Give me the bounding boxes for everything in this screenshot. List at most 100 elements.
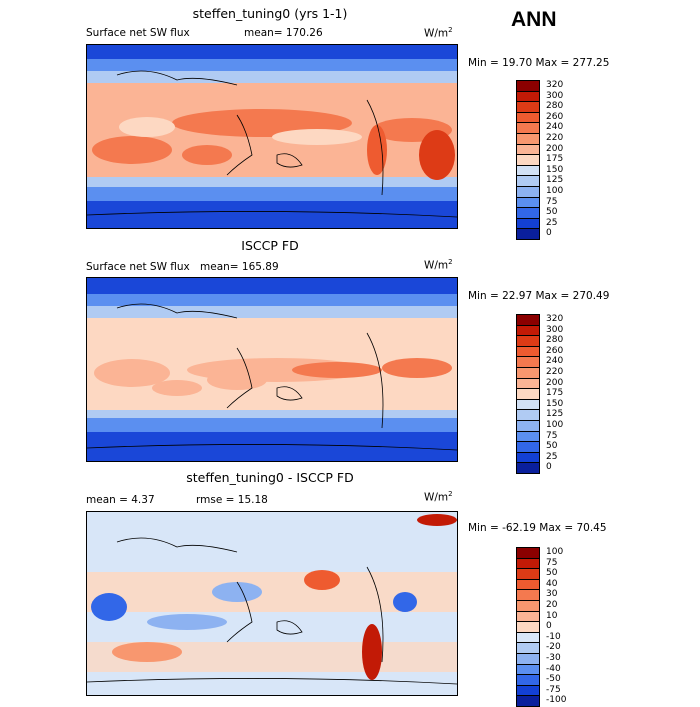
colorbar-swatch bbox=[516, 547, 540, 558]
panel2-min-max: Min = 22.97 Max = 270.49 bbox=[468, 290, 610, 302]
panel2-map bbox=[86, 277, 458, 462]
colorbar-swatch bbox=[516, 652, 540, 664]
colorbar-swatch bbox=[516, 398, 540, 410]
panel1-map-field bbox=[87, 45, 457, 228]
panel2-map-field bbox=[87, 278, 457, 461]
colorbar-swatch bbox=[516, 451, 540, 463]
colorbar-swatch bbox=[516, 663, 540, 675]
panel1-min-max: Min = 19.70 Max = 277.25 bbox=[468, 57, 610, 69]
season-label: ANN bbox=[511, 8, 557, 31]
colorbar-swatch bbox=[516, 695, 540, 707]
colorbar-level-label: 200 bbox=[546, 143, 564, 154]
panel1-title: steffen_tuning0 (yrs 1-1) bbox=[192, 6, 348, 21]
colorbar-swatch bbox=[516, 621, 540, 632]
colorbar-swatch bbox=[516, 684, 540, 696]
colorbar-swatch bbox=[516, 345, 540, 357]
panel1-field-label: Surface net SW flux bbox=[86, 27, 190, 39]
colorbar-level-label: 20 bbox=[546, 600, 558, 610]
colorbar-level-label: 175 bbox=[546, 154, 564, 165]
panel2-title: ISCCP FD bbox=[241, 238, 299, 253]
colorbar-swatch bbox=[516, 111, 540, 123]
colorbar-swatch bbox=[516, 462, 540, 474]
colorbar-level-label: 0 bbox=[546, 462, 552, 473]
colorbar-swatch bbox=[516, 335, 540, 346]
colorbar-level-label: 75 bbox=[546, 196, 558, 207]
panel3-mean-label: mean = 4.37 bbox=[86, 494, 155, 506]
colorbar-level-label: -40 bbox=[546, 663, 561, 674]
colorbar-swatch bbox=[516, 642, 540, 653]
colorbar-swatch bbox=[516, 610, 540, 622]
colorbar-swatch bbox=[516, 175, 540, 186]
colorbar-swatch bbox=[516, 217, 540, 229]
colorbar-level-label: 320 bbox=[546, 314, 564, 324]
colorbar-level-label: -50 bbox=[546, 674, 561, 685]
panel1-colorbar bbox=[516, 80, 540, 240]
colorbar-swatch bbox=[516, 196, 540, 208]
colorbar-level-label: 150 bbox=[546, 398, 564, 409]
colorbar-level-label: 200 bbox=[546, 377, 564, 388]
colorbar-swatch bbox=[516, 80, 540, 91]
panel3-map bbox=[86, 511, 458, 696]
colorbar-swatch bbox=[516, 356, 540, 367]
colorbar-swatch bbox=[516, 419, 540, 431]
colorbar-level-label: 100 bbox=[546, 186, 564, 196]
colorbar-level-label: 75 bbox=[546, 430, 558, 441]
colorbar-swatch bbox=[516, 122, 540, 133]
colorbar-swatch bbox=[516, 143, 540, 155]
colorbar-swatch bbox=[516, 228, 540, 240]
colorbar-level-label: 320 bbox=[546, 80, 564, 90]
panel3-colorbar bbox=[516, 547, 540, 707]
colorbar-level-label: 40 bbox=[546, 578, 558, 589]
colorbar-level-label: 280 bbox=[546, 335, 564, 346]
colorbar-swatch bbox=[516, 674, 540, 685]
colorbar-swatch bbox=[516, 314, 540, 325]
panel3-map-field bbox=[87, 512, 457, 695]
colorbar-swatch bbox=[516, 578, 540, 590]
colorbar-level-label: -100 bbox=[546, 695, 567, 706]
colorbar-swatch bbox=[516, 185, 540, 197]
colorbar-swatch bbox=[516, 568, 540, 579]
colorbar-swatch bbox=[516, 557, 540, 569]
colorbar-level-label: 240 bbox=[546, 356, 564, 367]
colorbar-level-label: 175 bbox=[546, 388, 564, 399]
panel2-unit: W/m2 bbox=[424, 258, 453, 272]
colorbar-level-label: 0 bbox=[546, 228, 552, 239]
colorbar-level-label: 220 bbox=[546, 133, 564, 143]
colorbar-swatch bbox=[516, 599, 540, 611]
colorbar-level-label: -10 bbox=[546, 631, 561, 642]
colorbar-swatch bbox=[516, 324, 540, 336]
colorbar-swatch bbox=[516, 90, 540, 102]
colorbar-level-label: 30 bbox=[546, 589, 558, 600]
colorbar-level-label: 50 bbox=[546, 568, 558, 579]
colorbar-level-label: 300 bbox=[546, 90, 564, 101]
colorbar-level-label: -20 bbox=[546, 642, 561, 653]
colorbar-swatch bbox=[516, 164, 540, 176]
panel1-mean-label: mean= 170.26 bbox=[244, 27, 323, 39]
colorbar-swatch bbox=[516, 631, 540, 643]
panel3-title: steffen_tuning0 - ISCCP FD bbox=[186, 470, 354, 485]
panel3-unit: W/m2 bbox=[424, 490, 453, 504]
colorbar-level-label: 260 bbox=[546, 345, 564, 356]
colorbar-swatch bbox=[516, 101, 540, 112]
colorbar-level-label: 10 bbox=[546, 610, 558, 621]
colorbar-swatch bbox=[516, 430, 540, 442]
colorbar-level-label: 50 bbox=[546, 207, 558, 218]
panel2-colorbar bbox=[516, 314, 540, 474]
colorbar-level-label: 125 bbox=[546, 175, 564, 186]
panel2-field-label: Surface net SW flux bbox=[86, 261, 190, 273]
colorbar-level-label: 75 bbox=[546, 557, 558, 568]
colorbar-level-label: 100 bbox=[546, 547, 564, 557]
colorbar-swatch bbox=[516, 409, 540, 420]
colorbar-swatch bbox=[516, 154, 540, 165]
colorbar-level-label: 100 bbox=[546, 420, 564, 430]
colorbar-level-label: 25 bbox=[546, 451, 558, 462]
colorbar-level-label: 150 bbox=[546, 164, 564, 175]
colorbar-level-label: 260 bbox=[546, 111, 564, 122]
colorbar-swatch bbox=[516, 207, 540, 218]
colorbar-level-label: 240 bbox=[546, 122, 564, 133]
colorbar-swatch bbox=[516, 388, 540, 399]
panel1-unit: W/m2 bbox=[424, 26, 453, 40]
colorbar-level-label: 220 bbox=[546, 367, 564, 377]
panel2-mean-label: mean= 165.89 bbox=[200, 261, 279, 273]
colorbar-level-label: 50 bbox=[546, 441, 558, 452]
